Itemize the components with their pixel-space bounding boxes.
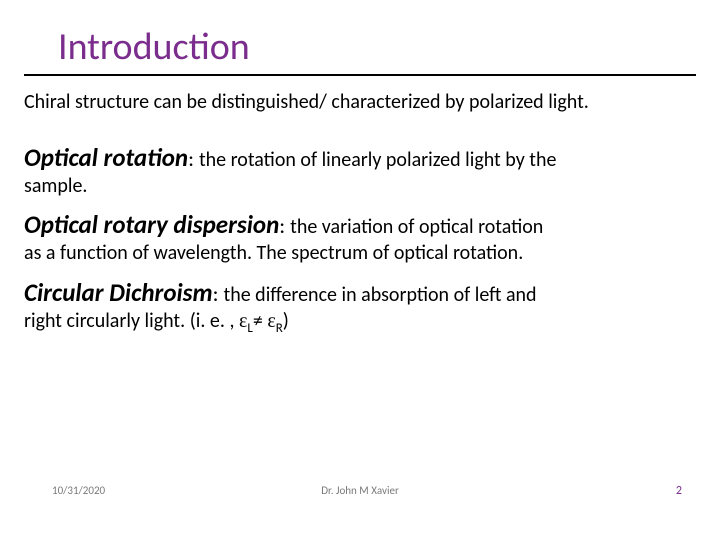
def-head-tail-1: the variation of optical rotation <box>290 215 543 239</box>
def-optical-rotation: Optical rotation: the rotation of linear… <box>24 142 696 200</box>
cd-cont-prefix: right circularly light. (i. e. , <box>24 309 239 333</box>
term-optical-rotation: Optical rotation <box>24 142 188 173</box>
term-circular-dichroism: Circular Dichroism <box>24 277 213 308</box>
def-cont-1: as a function of wavelength. The spectru… <box>24 241 523 265</box>
cd-cont-suffix: ) <box>283 309 289 333</box>
intro-text: Chiral structure can be distinguished/ c… <box>24 90 696 116</box>
neq: ≠ <box>253 309 267 333</box>
slide-title: Introduction <box>58 24 696 70</box>
def-cont-0: sample. <box>24 174 87 198</box>
title-rule <box>24 74 696 76</box>
def-head-tail-2: the difference in absorption of left and <box>224 283 537 307</box>
def-optical-rotary-dispersion: Optical rotary dispersion: the variation… <box>24 209 696 267</box>
epsilon-r: ε <box>267 310 275 332</box>
def-cont-2: right circularly light. (i. e. , εL≠ εR) <box>24 309 289 333</box>
footer-date: 10/31/2020 <box>52 484 105 497</box>
def-head-tail-0: the rotation of linearly polarized light… <box>199 148 556 172</box>
slide: Introduction Chiral structure can be dis… <box>0 0 720 540</box>
term-optical-rotary-dispersion: Optical rotary dispersion <box>24 209 279 240</box>
epsilon-r-sub: R <box>276 321 283 336</box>
slide-footer: 10/31/2020 Dr. John M Xavier 2 <box>0 484 720 498</box>
def-circular-dichroism: Circular Dichroism: the difference in ab… <box>24 277 696 338</box>
footer-page-number: 2 <box>676 484 682 498</box>
footer-author: Dr. John M Xavier <box>321 484 399 497</box>
